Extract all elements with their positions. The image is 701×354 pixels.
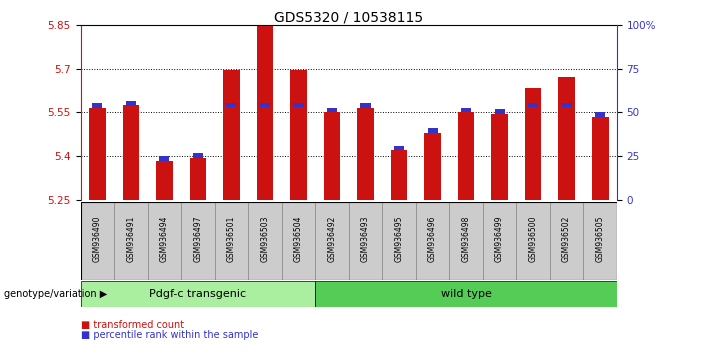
Bar (181, 202, 215, 280)
Bar (390, 150, 407, 200)
Bar (449, 202, 483, 280)
Text: ■ transformed count: ■ transformed count (81, 320, 184, 330)
Bar (93, 103, 102, 108)
Bar (592, 117, 608, 200)
Bar (424, 133, 441, 200)
Text: Pdgf-c transgenic: Pdgf-c transgenic (149, 289, 247, 299)
Bar (558, 77, 575, 200)
Bar (260, 103, 270, 107)
Text: GSM936496: GSM936496 (428, 216, 437, 262)
Text: GSM936492: GSM936492 (327, 216, 336, 262)
Text: GSM936495: GSM936495 (395, 216, 404, 262)
Bar (461, 108, 471, 112)
Bar (327, 108, 337, 112)
Bar (257, 26, 273, 200)
Bar (81, 281, 315, 307)
Text: GDS5320 / 10538115: GDS5320 / 10538115 (274, 11, 423, 25)
Bar (89, 108, 106, 200)
Bar (595, 112, 605, 117)
Bar (189, 158, 206, 200)
Bar (517, 202, 550, 280)
Bar (248, 202, 282, 280)
Text: GSM936490: GSM936490 (93, 216, 102, 262)
Bar (360, 103, 371, 108)
Bar (416, 202, 449, 280)
Text: GSM936493: GSM936493 (361, 216, 370, 262)
Text: GSM936501: GSM936501 (227, 216, 236, 262)
Bar (282, 202, 315, 280)
Bar (294, 103, 304, 107)
Bar (562, 103, 571, 107)
Bar (483, 202, 517, 280)
Bar (458, 112, 475, 200)
Bar (428, 128, 437, 133)
Text: GSM936494: GSM936494 (160, 216, 169, 262)
Bar (148, 202, 181, 280)
Bar (81, 202, 114, 280)
Bar (215, 202, 248, 280)
Bar (159, 156, 170, 161)
Text: GSM936498: GSM936498 (461, 216, 470, 262)
Bar (126, 101, 136, 106)
Bar (550, 202, 583, 280)
Text: GSM936503: GSM936503 (261, 216, 269, 262)
Bar (114, 202, 148, 280)
Bar (525, 87, 541, 200)
Bar (394, 146, 404, 150)
Bar (315, 202, 349, 280)
Text: GSM936499: GSM936499 (495, 216, 504, 262)
Bar (223, 70, 240, 200)
Text: wild type: wild type (441, 289, 491, 299)
Bar (528, 103, 538, 107)
Bar (491, 114, 508, 200)
Bar (315, 281, 617, 307)
Bar (349, 202, 382, 280)
Bar (226, 103, 236, 107)
Bar (290, 70, 307, 200)
Bar (156, 161, 172, 200)
Bar (583, 202, 617, 280)
Text: genotype/variation ▶: genotype/variation ▶ (4, 289, 107, 299)
Bar (357, 108, 374, 200)
Text: GSM936491: GSM936491 (126, 216, 135, 262)
Text: GSM936502: GSM936502 (562, 216, 571, 262)
Bar (123, 105, 139, 200)
Text: GSM936497: GSM936497 (193, 216, 203, 262)
Text: ■ percentile rank within the sample: ■ percentile rank within the sample (81, 330, 258, 340)
Bar (494, 109, 505, 114)
Bar (324, 112, 341, 200)
Text: GSM936505: GSM936505 (596, 216, 605, 262)
Text: GSM936504: GSM936504 (294, 216, 303, 262)
Text: GSM936500: GSM936500 (529, 216, 538, 262)
Bar (193, 153, 203, 158)
Bar (382, 202, 416, 280)
